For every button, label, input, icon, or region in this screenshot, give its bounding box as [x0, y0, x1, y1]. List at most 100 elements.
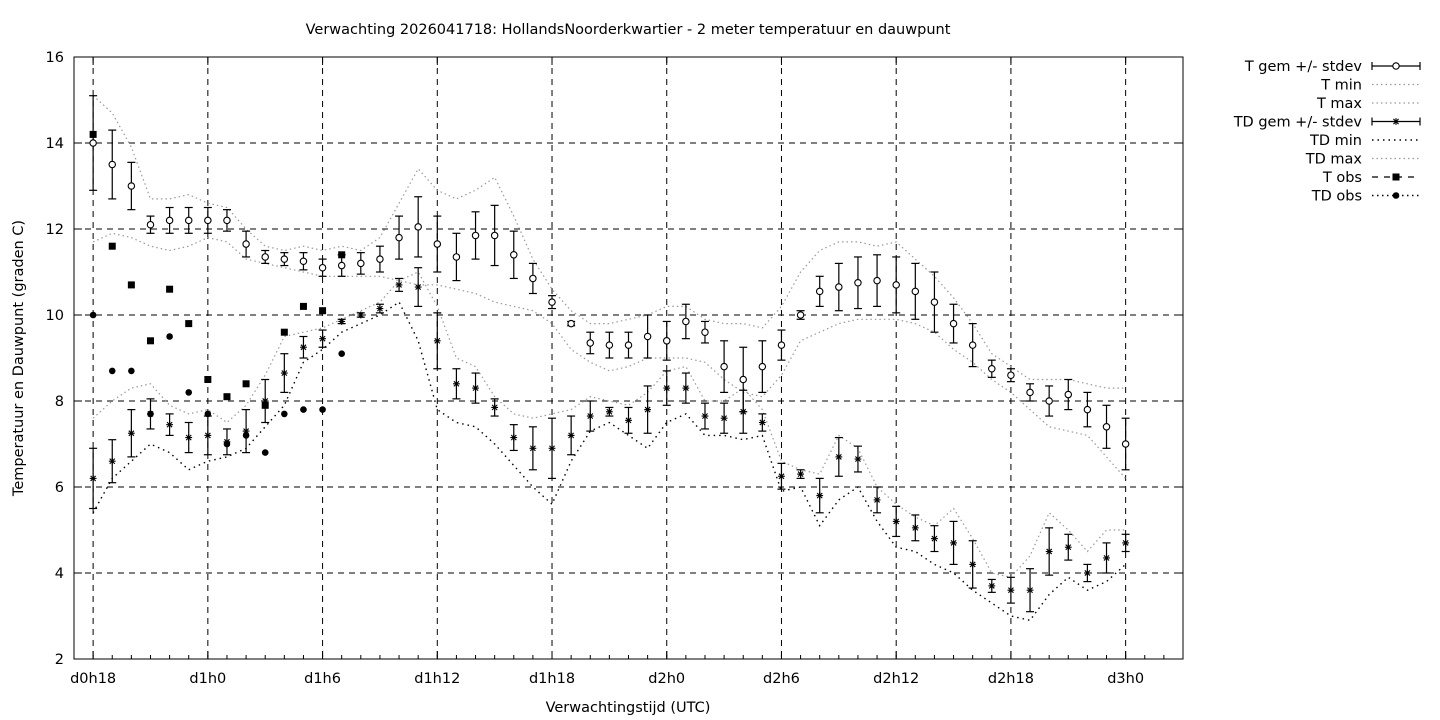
t-obs-point: [204, 376, 212, 383]
t-mean-point: [1083, 405, 1092, 414]
t-obs-point: [127, 281, 135, 289]
t-mean-point: [395, 233, 403, 242]
td-mean-point: [567, 432, 575, 439]
legend-label: TD gem +/- stdev: [1233, 115, 1363, 131]
td-mean-point: [969, 561, 977, 568]
t-obs-point: [242, 380, 250, 388]
t-obs-point: [319, 307, 327, 315]
t-mean-point: [586, 339, 595, 347]
td-obs-point: [223, 440, 231, 448]
y-axis-label-group: Temperatuur en Dauwpunt (graden C): [11, 220, 27, 497]
td-obs-point: [108, 367, 116, 375]
band-layer: [92, 95, 1127, 622]
x-tick-label: d1h18: [529, 671, 575, 687]
y-tick-label: 6: [55, 480, 64, 496]
t-mean-point: [739, 375, 747, 384]
td-mean-point: [1103, 554, 1110, 562]
t-mean-point: [949, 319, 958, 328]
td-mean-point: [127, 429, 135, 437]
t-obs-point: [166, 285, 174, 293]
marker-layer: [89, 130, 1130, 594]
td-mean-point: [433, 337, 441, 345]
y-tick-label: 14: [46, 136, 64, 152]
td-mean-point: [931, 535, 938, 542]
t-obs-point: [108, 242, 116, 250]
x-tick-label: d1h12: [414, 671, 460, 687]
td-mean-point: [988, 582, 996, 590]
legend-label: T gem +/- stdev: [1244, 59, 1363, 75]
td-obs-point: [89, 311, 97, 319]
t-mean-point: [1121, 440, 1130, 448]
x-tick-label: d2h18: [988, 671, 1034, 687]
t-mean-point: [835, 283, 843, 291]
td-mean-point: [395, 281, 403, 289]
legend-label: TD min: [1309, 133, 1362, 149]
t-mean-point: [815, 287, 824, 296]
t-mean-point: [1102, 423, 1111, 431]
t-obs-point: [299, 302, 307, 310]
y-axis-label: Temperatuur en Dauwpunt (graden C): [11, 220, 27, 497]
legend-label: TD max: [1305, 152, 1363, 168]
t-obs-point: [261, 401, 269, 409]
t-mean-point: [1064, 390, 1073, 399]
td-mean-point: [644, 406, 652, 413]
td-mean-point: [1083, 569, 1091, 577]
legend-label: T max: [1316, 96, 1362, 112]
t-mean-point: [184, 216, 193, 225]
t-mean-point: [204, 216, 212, 225]
td-obs-point: [128, 367, 135, 375]
t-mean-point: [567, 319, 575, 328]
td-mean-point: [1045, 548, 1053, 555]
t-mean-point: [930, 298, 939, 306]
t-mean-point: [165, 216, 174, 225]
td-mean-point: [108, 457, 116, 465]
y-tick-label: 2: [55, 652, 64, 668]
x-tick-label: d3h0: [1107, 671, 1144, 687]
td-mean-point: [911, 524, 919, 532]
td-mean-point: [1007, 586, 1015, 594]
td-obs-point: [300, 406, 307, 413]
td-mean-point: [166, 421, 174, 429]
td-mean-point: [816, 492, 824, 499]
t-mean-point: [968, 341, 977, 349]
t-mean-point: [873, 276, 881, 285]
td-mean-point: [510, 434, 518, 441]
legend-item-t-mean: T gem +/- stdev: [1244, 59, 1421, 75]
td-mean-point: [854, 455, 862, 463]
t-mean-point: [529, 274, 537, 283]
series-line-td-min: [92, 301, 1127, 622]
td-obs-point: [147, 410, 154, 418]
td-mean-point: [491, 404, 499, 411]
t-mean-point: [796, 311, 805, 319]
t-mean-point: [892, 281, 900, 289]
tick-layer: 2 4 6 8 10 12 14 16 d0h18 d1h0 d1h6 d1h12 d1h18 d2h0 d…: [46, 50, 1183, 687]
td-mean-point: [319, 335, 326, 343]
td-mean-point: [720, 414, 728, 422]
t-mean-point: [433, 240, 442, 248]
td-mean-point: [950, 539, 957, 547]
td-mean-point: [873, 496, 881, 504]
td-mean-point: [892, 518, 900, 525]
legend-item-t-obs: T obs: [1322, 170, 1420, 186]
legend-label: T obs: [1322, 170, 1362, 186]
t-mean-point: [127, 182, 136, 190]
td-mean-point: [701, 412, 709, 420]
t-mean-point: [261, 253, 269, 261]
t-mean-point: [146, 220, 155, 229]
t-mean-point: [376, 255, 384, 263]
x-axis-label: Verwachtingstijd (UTC): [546, 700, 711, 716]
t-mean-point: [911, 287, 920, 296]
t-mean-point: [89, 139, 97, 147]
t-mean-point: [223, 216, 231, 225]
td-mean-point: [682, 384, 690, 392]
legend-item-td-obs: TD obs: [1311, 189, 1420, 205]
td-mean-point: [1064, 543, 1072, 551]
chart-title: Verwachting 2026041718: HollandsNoorderk…: [306, 22, 951, 38]
t-mean-point: [1045, 397, 1053, 405]
x-tick-label: d1h0: [189, 671, 226, 687]
td-obs-point: [261, 449, 269, 456]
t-mean-point: [988, 364, 996, 373]
t-mean-point: [280, 255, 289, 263]
legend-item-td-max: TD max: [1305, 152, 1420, 168]
